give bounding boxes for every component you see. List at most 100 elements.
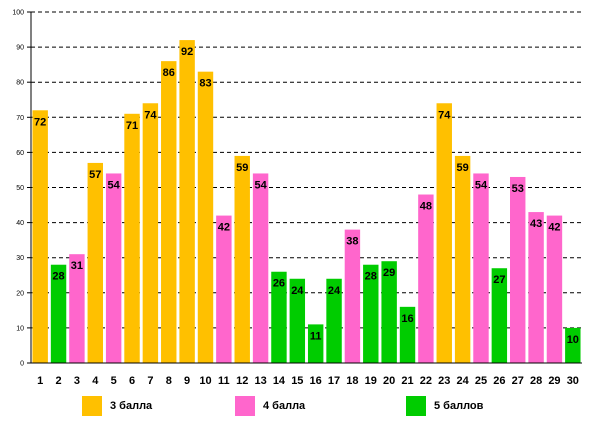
x-tick-label-23: 23 bbox=[438, 375, 450, 387]
bar-12 bbox=[234, 155, 250, 363]
x-tick-label-15: 15 bbox=[291, 375, 303, 387]
x-tick-label-4: 4 bbox=[92, 375, 99, 387]
data-label-22: 48 bbox=[420, 201, 432, 213]
bars bbox=[32, 40, 581, 364]
bar-3 bbox=[69, 254, 85, 363]
x-tick-label-21: 21 bbox=[401, 375, 413, 387]
legend-label-3: 3 балла bbox=[110, 400, 153, 412]
y-tick-label: 50 bbox=[16, 185, 24, 192]
y-tick-label: 10 bbox=[16, 325, 24, 332]
legend-swatch-4 bbox=[235, 396, 255, 416]
bar-2 bbox=[50, 264, 67, 363]
data-label-9: 92 bbox=[181, 46, 193, 58]
x-tick-label-5: 5 bbox=[111, 375, 117, 387]
data-label-13: 54 bbox=[254, 179, 267, 191]
bar-21 bbox=[399, 306, 416, 363]
x-tick-label-22: 22 bbox=[420, 375, 432, 387]
data-label-19: 28 bbox=[365, 271, 377, 283]
data-label-17: 24 bbox=[328, 285, 341, 297]
data-label-27: 53 bbox=[512, 183, 524, 195]
x-tick-label-8: 8 bbox=[166, 375, 172, 387]
x-tick-label-27: 27 bbox=[512, 375, 524, 387]
bar-30 bbox=[565, 327, 581, 363]
data-label-12: 59 bbox=[236, 162, 248, 174]
data-label-23: 74 bbox=[438, 109, 451, 121]
x-tick-label-11: 11 bbox=[218, 375, 230, 387]
x-tick-label-6: 6 bbox=[129, 375, 135, 387]
bar-16 bbox=[307, 324, 324, 363]
legend-item-3: 3 балла bbox=[82, 396, 152, 416]
grid-lines bbox=[31, 11, 582, 329]
x-tick-label-25: 25 bbox=[475, 375, 487, 387]
x-tick-label-3: 3 bbox=[74, 375, 80, 387]
legend-label-5: 5 баллов bbox=[434, 400, 484, 412]
y-tick-label: 0 bbox=[20, 361, 24, 368]
bar-11 bbox=[216, 215, 232, 363]
x-tick-label-26: 26 bbox=[493, 375, 505, 387]
y-axis-ticks: 0 10 20 30 40 50 60 70 80 90 100 bbox=[12, 10, 31, 368]
x-tick-label-2: 2 bbox=[55, 375, 61, 387]
data-label-21: 16 bbox=[401, 313, 413, 325]
bar-17 bbox=[326, 278, 342, 363]
x-tick-label-1: 1 bbox=[37, 375, 43, 387]
bar-20 bbox=[381, 261, 397, 363]
bar-25 bbox=[473, 173, 489, 363]
x-tick-label-9: 9 bbox=[184, 375, 190, 387]
bar-29 bbox=[546, 215, 563, 363]
x-tick-label-7: 7 bbox=[147, 375, 153, 387]
x-tick-label-30: 30 bbox=[567, 375, 579, 387]
x-tick-label-16: 16 bbox=[310, 375, 322, 387]
x-tick-label-10: 10 bbox=[199, 375, 211, 387]
data-label-14: 26 bbox=[273, 278, 285, 290]
data-label-4: 57 bbox=[89, 169, 101, 181]
bar-23 bbox=[436, 103, 452, 363]
legend-item-5: 5 баллов bbox=[406, 396, 483, 416]
data-label-11: 42 bbox=[218, 222, 230, 234]
data-label-26: 27 bbox=[493, 274, 505, 286]
legend-swatch-5 bbox=[406, 396, 426, 416]
bar-5 bbox=[105, 173, 122, 363]
data-label-28: 43 bbox=[530, 218, 542, 230]
bar-6 bbox=[124, 113, 140, 363]
y-tick-label: 100 bbox=[12, 10, 24, 17]
data-label-8: 86 bbox=[163, 67, 175, 79]
bar-14 bbox=[271, 271, 287, 363]
data-label-2: 28 bbox=[52, 271, 64, 283]
y-tick-label: 90 bbox=[16, 45, 24, 52]
x-tick-label-18: 18 bbox=[346, 375, 358, 387]
x-tick-label-20: 20 bbox=[383, 375, 395, 387]
data-label-20: 29 bbox=[383, 267, 395, 279]
bar-15 bbox=[289, 278, 306, 363]
bar-8 bbox=[161, 61, 177, 363]
bar-19 bbox=[363, 264, 379, 363]
data-label-25: 54 bbox=[475, 179, 488, 191]
bar-27 bbox=[510, 176, 526, 363]
x-tick-label-24: 24 bbox=[456, 375, 469, 387]
x-tick-label-28: 28 bbox=[530, 375, 542, 387]
bar-26 bbox=[491, 268, 508, 363]
data-label-1: 72 bbox=[34, 116, 46, 128]
bar-4 bbox=[87, 162, 103, 363]
bar-7 bbox=[142, 103, 159, 363]
data-label-18: 38 bbox=[346, 236, 358, 248]
x-tick-label-29: 29 bbox=[548, 375, 560, 387]
y-tick-label: 30 bbox=[16, 255, 24, 262]
data-label-16: 11 bbox=[310, 330, 322, 342]
bar-28 bbox=[528, 212, 544, 363]
bar-22 bbox=[418, 194, 434, 363]
y-tick-label: 40 bbox=[16, 220, 24, 227]
y-tick-label: 20 bbox=[16, 290, 24, 297]
bar-10 bbox=[197, 71, 214, 364]
data-labels: 72 28 31 57 54 71 74 86 92 83 42 59 54 26 24 11 24 38 28 29… bbox=[34, 46, 579, 346]
x-tick-label-12: 12 bbox=[236, 375, 248, 387]
bar-1 bbox=[32, 110, 48, 363]
bar-13 bbox=[252, 173, 269, 363]
data-label-7: 74 bbox=[144, 109, 157, 121]
data-label-10: 83 bbox=[199, 78, 211, 90]
data-label-24: 59 bbox=[456, 162, 468, 174]
x-tick-label-13: 13 bbox=[254, 375, 266, 387]
data-label-5: 54 bbox=[108, 179, 121, 191]
legend-label-4: 4 балла bbox=[263, 400, 306, 412]
legend-swatch-3 bbox=[82, 396, 102, 416]
